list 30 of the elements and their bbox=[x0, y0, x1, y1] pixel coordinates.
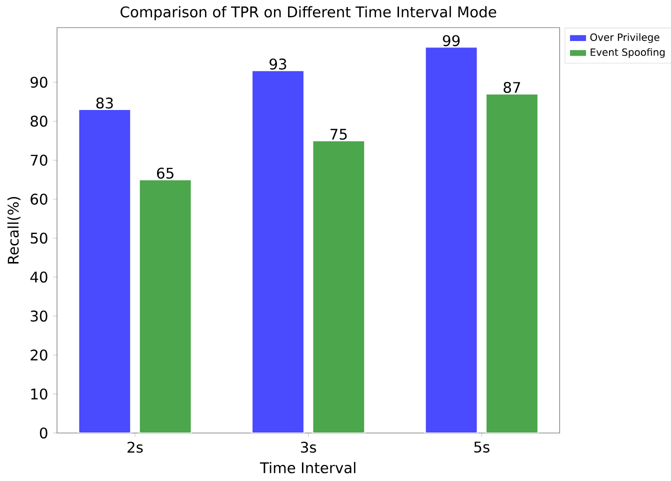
data-label: 65 bbox=[157, 168, 174, 179]
y-axis-title: Recall(%) bbox=[7, 197, 20, 264]
y-tick-label: 0 bbox=[40, 427, 48, 439]
y-tick-label: 70 bbox=[30, 154, 48, 166]
data-label: 75 bbox=[330, 128, 347, 140]
data-label: 87 bbox=[504, 82, 520, 93]
legend-label: Over Privilege bbox=[590, 33, 660, 43]
x-axis-title: Time Interval bbox=[260, 462, 356, 474]
y-tick-label: 90 bbox=[30, 76, 48, 88]
y-tick-label: 40 bbox=[30, 272, 48, 283]
bar bbox=[78, 108, 132, 433]
bar bbox=[138, 179, 192, 433]
bar bbox=[485, 93, 539, 433]
legend-label: Event Spoofing bbox=[590, 48, 665, 58]
chart-title: Comparison of TPR on Different Time Interval Mode bbox=[120, 6, 496, 20]
y-tick-label: 20 bbox=[30, 350, 48, 361]
y-tick-label: 10 bbox=[31, 388, 48, 400]
y-tick-label: 80 bbox=[30, 116, 48, 127]
x-tick-label: 2s bbox=[128, 442, 143, 453]
data-label: 93 bbox=[270, 58, 286, 70]
x-tick-label: 3s bbox=[300, 442, 316, 453]
bar bbox=[312, 140, 366, 433]
y-tick-label: 60 bbox=[30, 194, 48, 205]
y-tick-label: 30 bbox=[30, 310, 48, 322]
bar bbox=[424, 46, 478, 433]
bar bbox=[251, 70, 305, 433]
x-tick-label: 5s bbox=[474, 442, 490, 453]
y-tick-label: 50 bbox=[30, 232, 48, 244]
data-label: 83 bbox=[96, 97, 113, 109]
data-label: 99 bbox=[442, 35, 460, 46]
